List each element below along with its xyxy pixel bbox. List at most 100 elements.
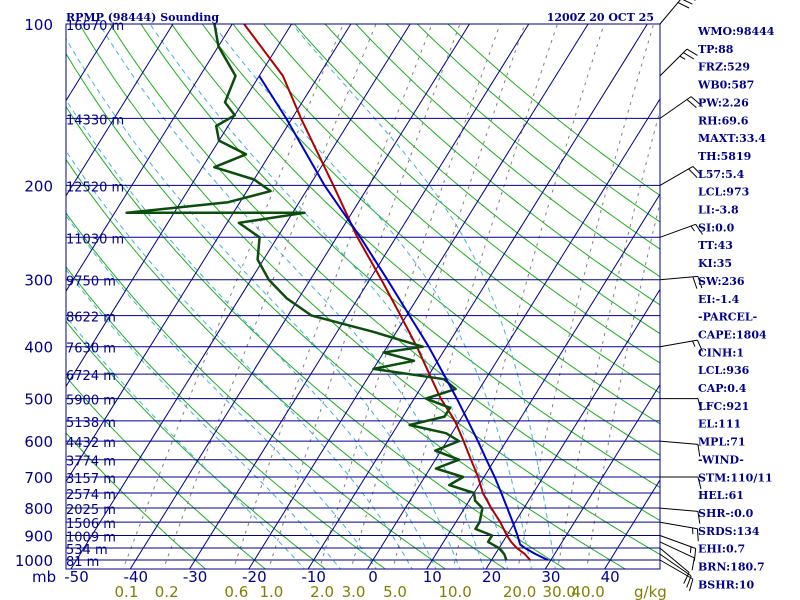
index-label: FRZ:529 bbox=[698, 61, 750, 74]
temperature-tick-label: -20 bbox=[242, 568, 267, 586]
height-label: 16670 m bbox=[66, 19, 124, 34]
index-label: CAP:0.4 bbox=[698, 382, 747, 395]
temperature-tick-label: 20 bbox=[482, 568, 501, 586]
height-label: 3157 m bbox=[66, 472, 116, 487]
parcel-line bbox=[258, 75, 549, 561]
index-label: MPL:71 bbox=[698, 436, 746, 449]
temperature-line bbox=[243, 24, 531, 561]
dry-adiabat bbox=[293, 24, 660, 335]
wind-barb bbox=[659, 507, 701, 524]
dry-adiabat bbox=[201, 24, 660, 425]
dry-adiabat bbox=[66, 158, 507, 569]
height-label: 1506 m bbox=[66, 517, 116, 532]
moist-adiabat bbox=[66, 315, 306, 569]
wind-barb bbox=[660, 398, 702, 411]
height-label: 3774 m bbox=[66, 455, 116, 470]
index-label: EL:111 bbox=[698, 418, 741, 431]
mixing-ratio-line bbox=[350, 24, 526, 569]
mixing-ratio-tick-label: 40.0 bbox=[571, 583, 604, 600]
temperature-tick-label: 0 bbox=[368, 568, 378, 586]
dry-adiabat bbox=[66, 105, 567, 569]
isotherm bbox=[366, 98, 660, 569]
wind-barb bbox=[659, 339, 703, 352]
mixing-ratio-tick-label: 30.0 bbox=[543, 583, 576, 600]
dry-adiabat bbox=[170, 24, 660, 456]
isotherm bbox=[66, 24, 292, 388]
moist-adiabat bbox=[66, 150, 413, 569]
isotherm bbox=[66, 24, 233, 293]
mixing-ratio-tick-label: 5.0 bbox=[383, 583, 407, 600]
mixing-ratio-tick-label: 3.0 bbox=[342, 583, 366, 600]
index-label: EI:-1.4 bbox=[698, 293, 740, 306]
index-label: BRN:180.7 bbox=[698, 561, 765, 574]
index-label: BSHR:10 bbox=[698, 578, 754, 591]
pressure-tick-label: 300 bbox=[24, 272, 53, 290]
index-label: SRDS:134 bbox=[698, 525, 760, 538]
mixing-ratio-line bbox=[452, 24, 605, 569]
dry-adiabat bbox=[78, 24, 660, 556]
dry-adiabat bbox=[385, 24, 660, 250]
height-label: 6724 m bbox=[66, 369, 116, 384]
height-label: 9750 m bbox=[66, 275, 116, 290]
dry-adiabat bbox=[263, 24, 660, 364]
index-label: CAPE:1804 bbox=[698, 328, 767, 341]
height-label: 2025 m bbox=[66, 503, 116, 518]
mixing-ratio-tick-label: 1.0 bbox=[259, 583, 283, 600]
dry-adiabat bbox=[66, 266, 387, 569]
mixing-ratio-line bbox=[517, 24, 655, 569]
index-label: RH:69.6 bbox=[698, 114, 749, 127]
pressure-tick-label: 800 bbox=[24, 500, 53, 518]
height-label: 1009 m bbox=[66, 530, 116, 545]
wind-barb bbox=[659, 553, 692, 588]
index-label: L57:5.4 bbox=[698, 168, 745, 181]
wind-barb bbox=[659, 0, 696, 25]
height-label: 7630 m bbox=[66, 342, 116, 357]
pressure-tick-label: 500 bbox=[24, 391, 53, 409]
height-label: 4432 m bbox=[66, 436, 116, 451]
moist-adiabat bbox=[212, 24, 532, 569]
isotherm bbox=[0, 24, 54, 571]
pressure-tick-label: 900 bbox=[24, 527, 53, 545]
isotherm bbox=[188, 24, 530, 569]
temperature-tick-label: -40 bbox=[124, 568, 149, 586]
sounding-datetime: 1200Z 20 OCT 25 bbox=[547, 11, 654, 24]
index-label: LFC:921 bbox=[698, 400, 749, 413]
index-label: SI:0.0 bbox=[698, 221, 735, 234]
mixing-ratio-line bbox=[162, 24, 377, 569]
wind-barb bbox=[659, 48, 698, 77]
temperature-tick-label: -50 bbox=[64, 568, 89, 586]
pressure-tick-label: 600 bbox=[24, 433, 53, 451]
mixing-ratio-tick-label: 10.0 bbox=[438, 583, 471, 600]
dry-adiabat bbox=[140, 24, 660, 489]
index-label: CINH:1 bbox=[698, 346, 744, 359]
isotherm bbox=[66, 24, 174, 197]
isotherm bbox=[307, 24, 648, 569]
index-label: SHR-:0.0 bbox=[698, 507, 754, 520]
mixing-ratio-line bbox=[268, 24, 461, 569]
temperature-tick-label: -10 bbox=[301, 568, 326, 586]
pressure-tick-label: 1000 bbox=[15, 552, 53, 570]
moist-adiabat bbox=[66, 268, 341, 569]
temperature-tick-label: -30 bbox=[183, 568, 208, 586]
index-label: LI:-3.8 bbox=[698, 204, 739, 217]
moist-adiabat bbox=[66, 214, 377, 569]
plot-frame bbox=[65, 23, 661, 570]
dry-adiabat bbox=[66, 432, 207, 569]
station-title: RPMP (98444) Sounding bbox=[66, 11, 219, 24]
wind-barb bbox=[659, 96, 701, 119]
mixing-ratio-unit-label: g/kg bbox=[634, 583, 667, 600]
height-label: 81 m bbox=[66, 555, 99, 570]
dewpoint-line bbox=[125, 24, 508, 561]
dry-adiabat bbox=[66, 212, 447, 569]
mixing-ratio-tick-label: 0.2 bbox=[155, 583, 179, 600]
mixing-ratio-tick-label: 20.0 bbox=[503, 583, 536, 600]
mixing-ratio-line bbox=[557, 108, 660, 569]
temperature-tick-label: 40 bbox=[601, 568, 620, 586]
height-label: 11030 m bbox=[66, 232, 124, 247]
index-label: EHI:0.7 bbox=[698, 543, 745, 556]
height-label: 534 m bbox=[66, 543, 108, 558]
index-label: HEL:61 bbox=[698, 489, 744, 502]
height-label: 2574 m bbox=[66, 488, 116, 503]
index-label: SW:236 bbox=[698, 275, 745, 288]
